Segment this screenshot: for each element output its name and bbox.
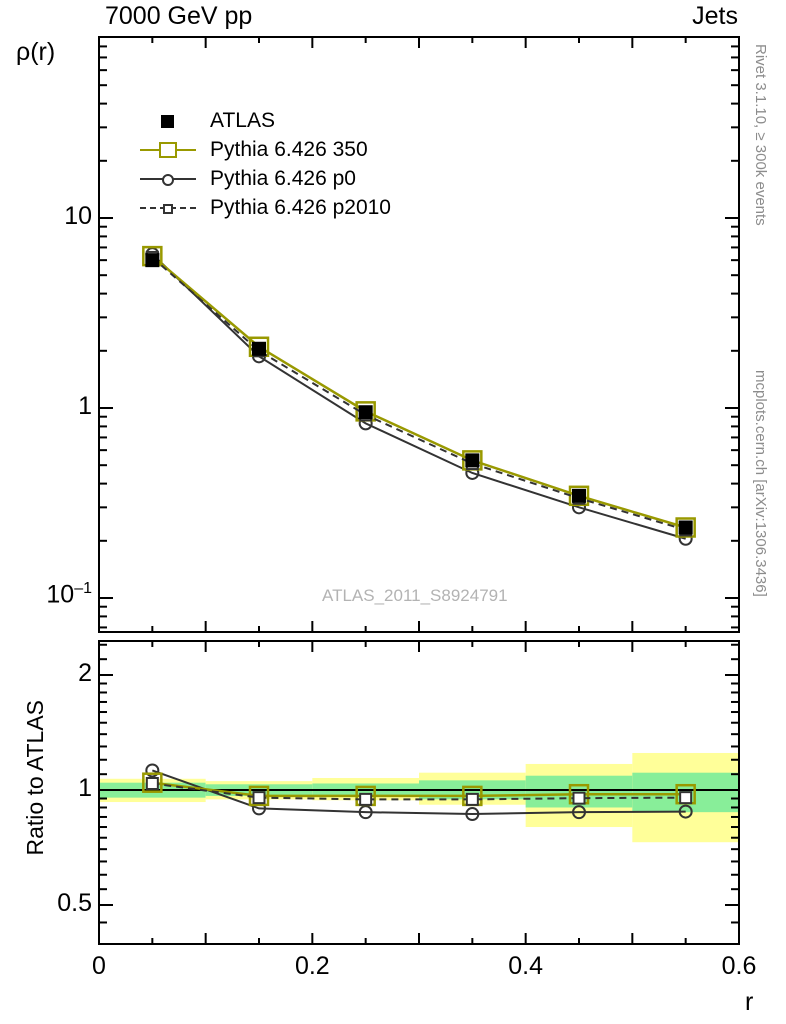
credit-rivet: Rivet 3.1.10, ≥ 300k events <box>752 44 769 226</box>
legend-item-pythia-350[interactable]: Pythia 6.426 350 <box>140 135 391 164</box>
credit-mcplots: mcplots.cern.ch [arXiv:1306.3436] <box>752 370 769 597</box>
x-axis-label: r <box>745 988 754 1016</box>
open-square-icon <box>159 141 177 158</box>
x-tick-label-0: 0 <box>92 952 106 980</box>
y-tick-label-ratio-left-0: 2 <box>78 659 92 687</box>
x-tick-label-3: 0.6 <box>721 952 757 980</box>
legend-key-pythia-350 <box>140 140 196 160</box>
legend-key-atlas <box>140 111 196 131</box>
header-beam-energy: 7000 GeV pp <box>105 2 253 30</box>
legend-item-atlas[interactable]: ATLAS <box>140 106 391 135</box>
legend-item-pythia-p2010[interactable]: Pythia 6.426 p2010 <box>140 193 391 222</box>
legend: ATLAS Pythia 6.426 350 Pythia 6.426 p0 P… <box>140 106 391 222</box>
y-tick-label-main-10: 10 <box>64 202 92 230</box>
y-tick-label-ratio-right-0: 2 <box>748 659 786 688</box>
y-tick-label-ratio-right-1: 1 <box>748 774 786 803</box>
y-tick-label-main-1: 1 <box>78 392 92 420</box>
header-process: Jets <box>692 2 738 30</box>
y-tick-label-ratio-left-2: 0.5 <box>57 889 92 917</box>
legend-key-pythia-p2010 <box>140 198 196 218</box>
legend-label-atlas: ATLAS <box>210 109 275 132</box>
filled-square-icon <box>161 114 174 128</box>
legend-key-pythia-p0 <box>140 169 196 189</box>
open-square-small-icon <box>163 203 173 214</box>
x-tick-label-1: 0.2 <box>294 952 330 980</box>
ratio-plot-frame <box>98 640 740 945</box>
y-tick-label-ratio-left-1: 1 <box>78 774 92 802</box>
y-tick-label-main-0p1: 10–1 <box>46 580 92 609</box>
y-axis-label-main: ρ(r) <box>16 38 56 66</box>
y-tick-label-ratio-right-2: 0.5 <box>748 889 786 918</box>
legend-item-pythia-p0[interactable]: Pythia 6.426 p0 <box>140 164 391 193</box>
legend-label-pythia-p2010: Pythia 6.426 p2010 <box>210 196 391 219</box>
open-circle-icon <box>162 173 174 186</box>
analysis-watermark: ATLAS_2011_S8924791 <box>322 586 508 605</box>
legend-label-pythia-p0: Pythia 6.426 p0 <box>210 167 356 190</box>
legend-label-pythia-350: Pythia 6.426 350 <box>210 138 368 161</box>
x-tick-label-2: 0.4 <box>508 952 544 980</box>
